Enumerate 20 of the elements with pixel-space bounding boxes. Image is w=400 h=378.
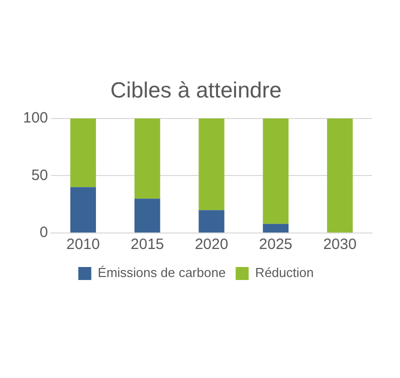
bar (198, 210, 224, 232)
bar (134, 118, 160, 199)
bar (262, 224, 289, 232)
bar (198, 118, 224, 210)
x-tick-label: 2015 (130, 236, 164, 254)
bar (70, 118, 96, 188)
x-tick-label: 2025 (259, 236, 292, 254)
chart-title: Cibles à atteindre (110, 77, 282, 102)
bar (327, 118, 353, 232)
bar (70, 187, 96, 232)
y-tick-label: 0 (40, 224, 48, 242)
x-tick-label: 2020 (194, 236, 228, 254)
x-tick-label: 2010 (66, 236, 100, 254)
y-tick-label: 100 (22, 110, 48, 127)
y-tick-label: 50 (31, 166, 48, 184)
bar (262, 118, 289, 224)
legend-label: Émissions de carbone (98, 265, 226, 280)
x-tick-label: 2030 (323, 236, 357, 254)
legend-label: Réduction (255, 265, 314, 280)
bar (134, 198, 160, 232)
